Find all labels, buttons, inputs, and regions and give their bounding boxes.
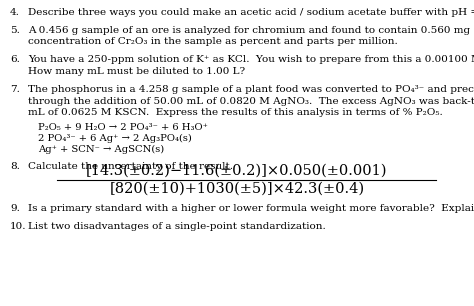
Text: [820(±10)+1030(±5)]×42.3(±0.4): [820(±10)+1030(±5)]×42.3(±0.4)	[109, 181, 365, 196]
Text: 9.: 9.	[10, 204, 20, 213]
Text: 8.: 8.	[10, 162, 20, 171]
Text: 5.: 5.	[10, 26, 20, 35]
Text: You have a 250-ppm solution of K⁺ as KCl.  You wish to prepare from this a 0.001: You have a 250-ppm solution of K⁺ as KCl…	[28, 55, 474, 65]
Text: 2 PO₄³⁻ + 6 Ag⁺ → 2 Ag₃PO₄(s): 2 PO₄³⁻ + 6 Ag⁺ → 2 Ag₃PO₄(s)	[38, 133, 192, 143]
Text: Ag⁺ + SCN⁻ → AgSCN(s): Ag⁺ + SCN⁻ → AgSCN(s)	[38, 144, 164, 154]
Text: A 0.456 g sample of an ore is analyzed for chromium and found to contain 0.560 m: A 0.456 g sample of an ore is analyzed f…	[28, 26, 474, 35]
Text: The phosphorus in a 4.258 g sample of a plant food was converted to PO₄³⁻ and pr: The phosphorus in a 4.258 g sample of a …	[28, 85, 474, 94]
Text: Describe three ways you could make an acetic acid / sodium acetate buffer with p: Describe three ways you could make an ac…	[28, 8, 474, 17]
Text: mL of 0.0625 M KSCN.  Express the results of this analysis in terms of % P₂O₅.: mL of 0.0625 M KSCN. Express the results…	[28, 108, 443, 117]
Text: How many mL must be diluted to 1.00 L?: How many mL must be diluted to 1.00 L?	[28, 67, 245, 76]
Text: List two disadvantages of a single-point standardization.: List two disadvantages of a single-point…	[28, 222, 326, 231]
Text: 10.: 10.	[10, 222, 27, 231]
Text: concentration of Cr₂O₃ in the sample as percent and parts per million.: concentration of Cr₂O₃ in the sample as …	[28, 38, 398, 47]
Text: Calculate the uncertainty of the result.: Calculate the uncertainty of the result.	[28, 162, 233, 171]
Text: 4.: 4.	[10, 8, 20, 17]
Text: [14.3(±0.2)−11.6(±0.2)]×0.050(±0.001): [14.3(±0.2)−11.6(±0.2)]×0.050(±0.001)	[86, 163, 388, 177]
Text: 7.: 7.	[10, 85, 20, 94]
Text: P₂O₅ + 9 H₂O → 2 PO₄³⁻ + 6 H₃O⁺: P₂O₅ + 9 H₂O → 2 PO₄³⁻ + 6 H₃O⁺	[38, 122, 208, 132]
Text: 6.: 6.	[10, 55, 20, 65]
Text: Is a primary standard with a higher or lower formula weight more favorable?  Exp: Is a primary standard with a higher or l…	[28, 204, 474, 213]
Text: through the addition of 50.00 mL of 0.0820 M AgNO₃.  The excess AgNO₃ was back-t: through the addition of 50.00 mL of 0.08…	[28, 96, 474, 106]
